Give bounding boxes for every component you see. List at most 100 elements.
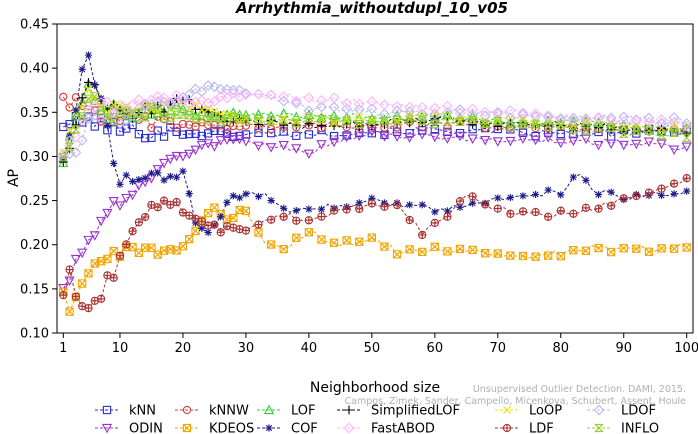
ldf-point <box>71 292 81 301</box>
cof-line <box>62 53 687 234</box>
odin-point <box>83 235 94 246</box>
ldf-point <box>266 215 276 224</box>
odin-point <box>196 140 207 151</box>
fastabod-point <box>253 88 264 100</box>
ldf-point <box>506 209 515 218</box>
loop-point <box>330 119 339 128</box>
kdeos-point <box>78 279 87 288</box>
inflo-point <box>222 114 232 124</box>
x-tick-label: 90 <box>615 341 632 356</box>
knn-point <box>90 122 99 131</box>
cof-point <box>185 190 193 198</box>
loop-point <box>292 116 301 125</box>
kdeos-point <box>329 238 339 247</box>
ldf-point <box>367 199 377 208</box>
knn-point <box>159 132 169 141</box>
odin-point <box>517 134 529 144</box>
odin-point <box>417 130 428 140</box>
cof-point <box>91 81 99 89</box>
legend-simplifiedlof-point <box>344 405 354 415</box>
ldof-point <box>240 87 252 99</box>
ldof-point <box>353 104 365 115</box>
ldf-point <box>443 212 452 221</box>
odin-point <box>505 136 516 147</box>
fastabod-point <box>76 114 88 126</box>
loop-point <box>204 104 213 113</box>
x-tick-label: 40 <box>301 341 318 356</box>
legend-fastabod-point <box>343 422 355 434</box>
knn-point <box>172 127 181 136</box>
ldof-point <box>555 113 567 124</box>
ldof-point <box>209 81 220 93</box>
inflo-point <box>316 115 327 124</box>
fastabod-point <box>70 131 82 143</box>
cof-point <box>267 196 275 205</box>
fastabod-point <box>542 110 554 121</box>
inflo-point <box>291 118 302 128</box>
kdeos-point <box>455 244 465 254</box>
ldf-point <box>430 218 439 228</box>
cof-point <box>594 190 603 199</box>
inflo-point <box>681 133 692 142</box>
fastabod-point <box>303 92 315 104</box>
inflo-point <box>184 111 195 120</box>
kdeos-point <box>632 244 641 253</box>
odin-point <box>454 131 466 142</box>
kdeos-point <box>418 247 427 257</box>
ldf-point <box>342 205 351 214</box>
kdeos-point <box>468 245 477 255</box>
ldf-point <box>518 207 528 216</box>
ldf-point <box>493 204 502 213</box>
legend-ldof-point <box>593 404 605 416</box>
kdeos-point <box>669 244 679 253</box>
ldf-line <box>62 177 687 309</box>
ldof-point <box>429 108 441 120</box>
knn-point <box>147 133 156 142</box>
ldf-point <box>292 216 301 225</box>
cof-point <box>443 207 452 215</box>
ldf-point <box>141 212 150 222</box>
fastabod-point <box>152 91 164 102</box>
y-tick-label: 0.45 <box>20 18 49 33</box>
fastabod-point <box>316 94 327 106</box>
inflo-point <box>70 125 81 134</box>
inflo-point <box>127 109 138 118</box>
ldf-point <box>657 184 666 193</box>
inflo-point <box>606 123 617 132</box>
odin-point <box>354 131 365 142</box>
cof-point <box>355 199 363 207</box>
cof-point <box>368 194 376 202</box>
x-tick-label: 60 <box>427 341 444 356</box>
kdeos-point <box>279 244 288 254</box>
odin-point <box>152 165 163 175</box>
fastabod-point <box>454 107 466 119</box>
kdeos-point <box>355 237 364 246</box>
fastabod-point <box>630 115 642 127</box>
ldof-line <box>63 84 687 158</box>
x-axis: 1 10 20 30 40 50 60 70 80 90 100 <box>59 333 698 356</box>
ldf-point <box>405 215 414 225</box>
fastabod-point <box>391 101 403 112</box>
x-tick-label: 100 <box>674 341 698 356</box>
fastabod-point <box>517 107 529 119</box>
x-axis-label: Neighborhood size <box>310 380 440 396</box>
ldof-point <box>341 103 353 115</box>
fastabod-point <box>278 91 290 102</box>
odin-point <box>171 151 182 162</box>
loop-point <box>481 117 490 126</box>
odin-point <box>593 140 604 151</box>
fastabod-point <box>227 87 239 99</box>
cof-point <box>431 208 439 216</box>
knn-point <box>392 127 402 136</box>
inflo-point <box>171 110 182 119</box>
odin-point <box>278 140 289 151</box>
kdeos-point <box>317 235 326 244</box>
knn-point <box>59 122 68 132</box>
fastabod-point <box>290 95 302 107</box>
knn-point <box>185 129 194 139</box>
odin-point <box>127 190 138 201</box>
ldof-point <box>303 105 315 117</box>
kdeos-point <box>84 269 93 278</box>
odin-point <box>442 134 453 144</box>
